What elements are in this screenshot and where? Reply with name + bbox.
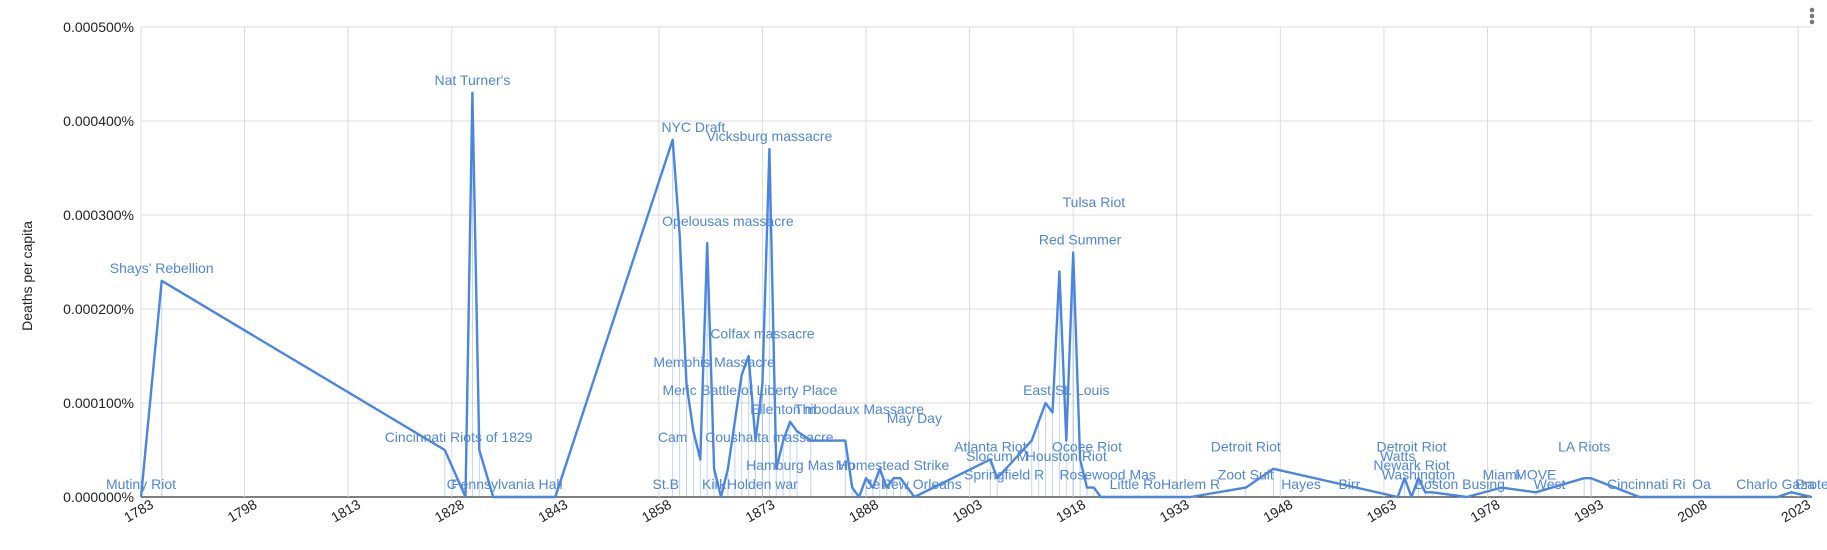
- annotation-label: West: [1534, 476, 1566, 492]
- annotation-label: Shays' Rebellion: [110, 260, 214, 276]
- annotation-label: P: [882, 476, 891, 492]
- annotation-label: Opelousas massacre: [662, 213, 794, 229]
- annotation-label: Holden war: [727, 476, 798, 492]
- annotation-label: Pennsylvania Hall: [451, 476, 562, 492]
- series-line: [139, 91, 1813, 499]
- annotation-label: Harlem R: [1161, 476, 1220, 492]
- x-tick-label: 1858: [639, 496, 674, 526]
- annotation-label: Memphis Massacre: [653, 354, 775, 370]
- annotation-label: C: [447, 476, 457, 492]
- annotation-label: Nat Turner's: [435, 72, 511, 88]
- x-tick-label: 1843: [535, 496, 570, 526]
- annotation-label: St.B: [653, 476, 679, 492]
- x-tick-label: 1828: [432, 496, 467, 526]
- x-tick-label: 2023: [1778, 496, 1813, 526]
- annotation-label: New Orleans: [881, 476, 962, 492]
- annotation-label: Mutiny Riot: [106, 476, 176, 492]
- annotation-label: Coushatta massacre: [705, 429, 834, 445]
- annotation-label: Charlo: [1736, 476, 1777, 492]
- annotation-label: Cincinnati Ri: [1607, 476, 1686, 492]
- annotation-label: MOVE: [1515, 467, 1556, 483]
- annotation-label: Tulsa Riot: [1063, 194, 1126, 210]
- annotation-label: Je: [866, 476, 881, 492]
- annotation-label: Newark Riot: [1373, 457, 1449, 473]
- annotation-label: May Day: [887, 410, 942, 426]
- annotation-label: Cam: [658, 429, 688, 445]
- annotation-label: Detroit Riot: [1376, 438, 1446, 454]
- grid-layer: [140, 26, 1812, 498]
- annotation-label: NYC Draft: [661, 119, 725, 135]
- x-tick-label: 1948: [1260, 496, 1295, 526]
- y-tick-label: 0.000000%: [63, 489, 134, 505]
- x-tick-label: 1813: [328, 496, 363, 526]
- annotation-label: Springfield R: [964, 467, 1044, 483]
- annotation-label: Zoot Suit: [1218, 467, 1274, 483]
- annotation-label: Detroit Riot: [1211, 438, 1281, 454]
- annotation-label: Atlanta Riot: [954, 438, 1026, 454]
- annotation-label: Mo: [836, 457, 856, 473]
- annotation-label: Kirk: [702, 476, 727, 492]
- annotation-layer: Mutiny Riot Shays' Rebellion Cincinnati Ri…: [106, 72, 1827, 492]
- y-tick-label: 0.000100%: [63, 395, 134, 411]
- annotation-label: Red Summer: [1039, 232, 1122, 248]
- annotation-label: Miami: [1483, 467, 1520, 483]
- x-tick-label: 1888: [846, 496, 881, 526]
- annotation-label: Hayes: [1281, 476, 1321, 492]
- annotation-label: Ocoee Riot: [1052, 438, 1122, 454]
- annotation-label: Boston Busing: [1415, 476, 1505, 492]
- annotation-label: Houston Riot: [1026, 448, 1107, 464]
- annotation-label: Rosewood Mas: [1059, 467, 1156, 483]
- y-tick-label: 0.000300%: [63, 207, 134, 223]
- annotation-label: Battle of Liberty Place: [701, 382, 837, 398]
- kebab-menu-icon[interactable]: [1804, 2, 1820, 30]
- annotation-label: Meric: [662, 382, 696, 398]
- annotation-label: Cincinnati Riots of 1829: [385, 429, 533, 445]
- x-tick-label: 1903: [950, 496, 985, 526]
- y-tick-label: 0.000500%: [63, 19, 134, 35]
- annotation-label: Ellenton m: [750, 401, 816, 417]
- series-layer: [139, 91, 1813, 499]
- axis-layer: 0.000000% 0.000100% 0.000200% 0.000300% 0.00…: [63, 19, 1813, 525]
- annotation-label: Colfax massacre: [710, 326, 814, 342]
- annotation-label: Oa: [1692, 476, 1711, 492]
- y-tick-label: 0.000400%: [63, 113, 134, 129]
- y-tick-label: 0.000200%: [63, 301, 134, 317]
- annotation-label: Gaza: [1781, 476, 1815, 492]
- x-tick-label: 2008: [1675, 496, 1710, 526]
- annotation-label: Slocum M: [966, 448, 1028, 464]
- x-tick-label: 1963: [1364, 496, 1399, 526]
- annotation-label: East St. Louis: [1023, 382, 1109, 398]
- annotation-label: LA Riots: [1558, 438, 1610, 454]
- x-tick-label: 1798: [225, 496, 260, 526]
- x-tick-label: 1978: [1467, 496, 1502, 526]
- annotation-label: Little Ro: [1110, 476, 1162, 492]
- annotation-label: Washington: [1382, 467, 1455, 483]
- annotation-label: Birr: [1338, 476, 1360, 492]
- annotation-label: Thibodaux Massacre: [794, 401, 924, 417]
- annotation-label: Prote: [1795, 476, 1827, 492]
- annotation-label: Hamburg Mas: [746, 457, 834, 473]
- annotation-label: Vicksburg massacre: [706, 128, 832, 144]
- x-tick-label: 1933: [1157, 496, 1192, 526]
- x-tick-label: 1993: [1571, 496, 1606, 526]
- annotation-label: Homestead Strike: [838, 457, 949, 473]
- x-tick-label: 1873: [742, 496, 777, 526]
- y-axis-title: Deaths per capita: [19, 221, 35, 331]
- x-tick-label: 1918: [1053, 496, 1088, 526]
- annotation-label: Watts: [1380, 448, 1415, 464]
